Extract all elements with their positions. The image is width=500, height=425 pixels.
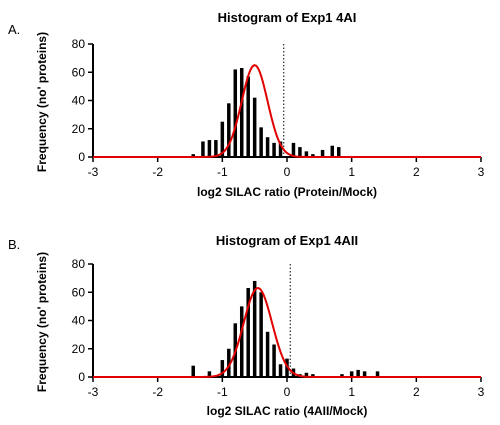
histogram-bar-b-16 (311, 374, 315, 377)
histogram-bar-a-16 (304, 151, 309, 157)
x-tick-label-a-4: 1 (348, 165, 355, 179)
histogram-bar-a-6 (233, 69, 238, 157)
histogram-bar-a-7 (239, 68, 244, 157)
x-tick-label-a-1: -2 (152, 165, 163, 179)
histogram-bar-b-1 (207, 371, 212, 377)
histogram-bar-b-21 (375, 371, 380, 377)
histogram-bar-a-10 (259, 127, 263, 157)
histogram-panel-a: A. Histogram of Exp1 4AI Frequency (no' … (8, 10, 485, 199)
x-tick-label-b-1: -2 (152, 385, 163, 399)
y-tick-label-a-4: 80 (72, 37, 86, 51)
x-axis-label-b: log2 SILAC ratio (4AII/Mock) (207, 404, 368, 418)
histogram-bar-b-7 (252, 280, 257, 377)
chart-title-b: Histogram of Exp1 4AII (216, 233, 358, 248)
histogram-bar-a-4 (220, 121, 225, 157)
histogram-bar-b-5 (239, 306, 244, 377)
histogram-bar-a-1 (201, 141, 205, 157)
histogram-bar-a-3 (214, 140, 218, 157)
x-axis-label-a: log2 SILAC ratio (Protein/Mock) (197, 185, 377, 199)
histogram-bar-b-12 (285, 358, 289, 377)
histogram-bar-a-13 (278, 141, 283, 157)
histogram-bar-a-0 (191, 154, 195, 157)
histogram-bar-b-17 (340, 374, 344, 377)
histogram-bar-a-17 (311, 154, 315, 157)
x-tick-label-a-0: -3 (88, 165, 99, 179)
histogram-bar-b-11 (278, 364, 283, 377)
y-tick-label-b-0: 0 (78, 370, 85, 384)
y-tick-label-a-0: 0 (78, 150, 85, 164)
histogram-bar-a-8 (246, 76, 250, 157)
histogram-panel-b: B. Histogram of Exp1 4AII Frequency (no'… (8, 233, 485, 418)
y-tick-label-a-1: 20 (72, 122, 86, 136)
x-tick-label-a-6: 3 (478, 165, 485, 179)
x-tick-label-a-5: 2 (413, 165, 420, 179)
y-tick-label-a-3: 60 (72, 65, 86, 79)
histogram-bar-b-2 (220, 360, 225, 377)
y-tick-label-b-4: 80 (72, 257, 86, 271)
x-tick-label-b-3: 0 (284, 385, 291, 399)
panel-label-a: A. (8, 22, 20, 37)
histogram-bar-a-20 (336, 147, 341, 157)
y-axis-label-a: Frequency (no' proteins) (35, 32, 49, 172)
histogram-bar-b-8 (259, 292, 263, 377)
histogram-bar-a-5 (227, 103, 231, 157)
chart-title-a: Histogram of Exp1 4AI (218, 10, 357, 25)
x-tick-label-b-5: 2 (413, 385, 420, 399)
histogram-bar-b-6 (246, 288, 250, 377)
x-tick-label-b-4: 1 (348, 385, 355, 399)
histogram-bar-b-18 (349, 371, 354, 377)
x-tick-label-a-2: -1 (217, 165, 228, 179)
x-tick-label-b-6: 3 (478, 385, 485, 399)
y-tick-label-b-2: 40 (72, 314, 86, 328)
histogram-bar-a-12 (272, 142, 276, 157)
histogram-bar-a-2 (207, 140, 212, 157)
histogram-bar-a-9 (252, 97, 257, 157)
x-tick-label-a-3: 0 (284, 165, 291, 179)
histogram-bar-a-15 (298, 147, 302, 157)
y-tick-label-a-2: 40 (72, 94, 86, 108)
panel-label-b: B. (8, 237, 20, 252)
gaussian-fit-curve-b (93, 287, 481, 378)
histogram-bar-a-19 (330, 145, 335, 157)
y-tick-label-b-3: 60 (72, 285, 86, 299)
histogram-bar-b-0 (191, 365, 195, 377)
plot-area-a: 0 20 40 60 80 -3 -2 -1 0 1 2 3 (72, 37, 485, 179)
histogram-bar-b-3 (227, 348, 231, 377)
histogram-bar-b-15 (304, 372, 309, 377)
gaussian-fit-curve-a (93, 64, 481, 158)
histogram-bar-b-10 (272, 344, 276, 377)
y-axis-label-b: Frequency (no' proteins) (35, 252, 49, 392)
plot-area-b: 0 20 40 60 80 -3 -2 -1 0 1 2 3 (72, 257, 485, 399)
histogram-bar-a-18 (320, 149, 325, 157)
histogram-bar-b-19 (356, 369, 360, 377)
y-tick-label-b-1: 20 (72, 342, 86, 356)
histogram-bar-a-14 (291, 142, 296, 157)
x-tick-label-b-0: -3 (88, 385, 99, 399)
histogram-bar-b-20 (362, 371, 367, 377)
histogram-bar-a-11 (265, 137, 270, 157)
histogram-bar-b-9 (265, 331, 270, 377)
x-tick-label-b-2: -1 (217, 385, 228, 399)
